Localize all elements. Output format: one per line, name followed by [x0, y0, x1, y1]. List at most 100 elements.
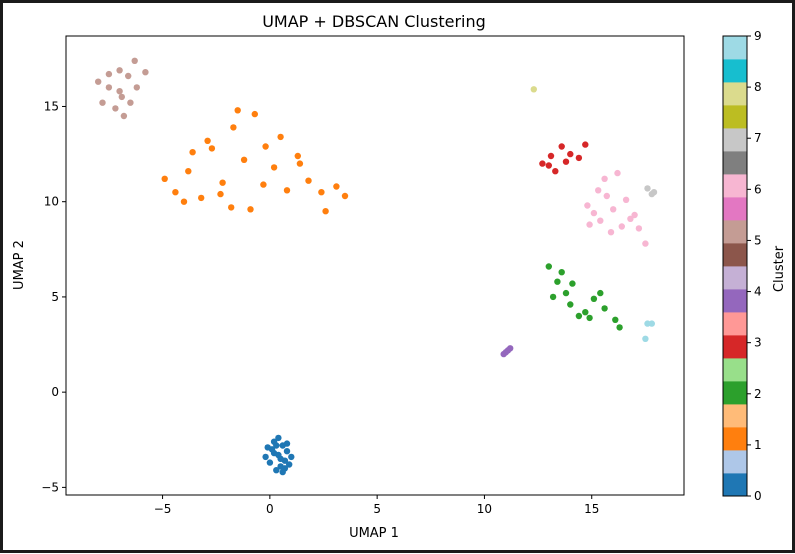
y-axis-label: UMAP 2 — [12, 240, 27, 290]
chart-title: UMAP + DBSCAN Clustering — [262, 12, 486, 31]
cluster-3-point-5 — [575, 154, 583, 162]
colorbar-segment-13 — [723, 174, 747, 198]
colorbar-segment-5 — [723, 358, 747, 382]
cluster-1-point-14 — [318, 189, 325, 196]
cluster-5-point-1 — [105, 84, 113, 91]
cluster-1-point-27 — [262, 143, 269, 150]
colorbar-segment-0 — [723, 473, 747, 497]
cluster-0-point-6 — [262, 453, 269, 461]
cluster-1-point-15 — [333, 183, 340, 190]
axes-frame — [65, 35, 685, 496]
cluster-1-point-11 — [283, 187, 291, 194]
colorbar-tick-label: 0 — [754, 489, 762, 503]
cluster-6-point-9 — [595, 187, 602, 194]
cluster-0-point-5 — [283, 448, 291, 455]
cluster-6-point-1 — [590, 209, 598, 217]
cluster-2-point-9 — [612, 316, 619, 323]
cluster-3-point-3 — [558, 143, 565, 150]
cluster-2-point-1 — [558, 269, 565, 276]
cluster-1-point-4 — [208, 145, 216, 152]
x-axis-label: UMAP 1 — [349, 526, 399, 541]
cluster-2-point-0 — [545, 263, 552, 270]
cluster-6-point-3 — [603, 192, 610, 200]
cluster-3-point-1 — [547, 152, 555, 160]
cluster-5-point-12 — [133, 84, 140, 91]
cluster-2-point-2 — [554, 278, 561, 285]
cluster-0-point-19 — [281, 465, 289, 472]
cluster-9-point-0 — [642, 335, 649, 342]
colorbar-tick-label: 7 — [754, 131, 762, 145]
cluster-7-point-0 — [644, 185, 651, 192]
colorbar-tick-label: 5 — [754, 233, 762, 247]
plot-area — [95, 57, 658, 476]
cluster-2-point-10 — [575, 312, 583, 320]
colorbar-segment-6 — [723, 335, 747, 359]
cluster-2-point-11 — [562, 289, 570, 297]
cluster-0-point-13 — [270, 449, 278, 457]
colorbar-segment-10 — [723, 243, 747, 267]
cluster-7-point-2 — [650, 189, 658, 196]
cluster-2-point-5 — [567, 301, 574, 308]
y-tick-label: 5 — [51, 290, 59, 304]
colorbar-segment-16 — [723, 105, 747, 129]
cluster-6-point-2 — [597, 217, 604, 224]
x-tick-label: 5 — [373, 502, 381, 516]
cluster-1-point-5 — [219, 179, 226, 186]
colorbar-segment-1 — [723, 450, 747, 474]
cluster-1-point-20 — [204, 137, 211, 144]
cluster-1-point-8 — [251, 110, 258, 118]
cluster-1-point-13 — [305, 177, 312, 184]
cluster-3-point-4 — [567, 150, 574, 158]
colorbar-frame — [722, 35, 748, 497]
colorbar-segment-7 — [723, 312, 747, 336]
cluster-1-point-26 — [322, 208, 329, 215]
cluster-1-point-0 — [161, 175, 168, 182]
cluster-6-point-5 — [618, 223, 625, 230]
cluster-1-point-21 — [234, 107, 241, 114]
y-tick-label: 0 — [51, 385, 59, 399]
colorbar-segment-4 — [723, 381, 747, 405]
cluster-6-point-14 — [607, 229, 615, 236]
cluster-0-point-10 — [266, 459, 274, 466]
cluster-1-point-16 — [341, 192, 349, 200]
colorbar-tick-label: 1 — [754, 438, 762, 452]
cluster-1-point-9 — [260, 181, 267, 188]
cluster-5-point-11 — [105, 70, 113, 78]
cluster-6-point-12 — [631, 211, 638, 219]
cluster-5-point-4 — [131, 57, 138, 64]
colorbar-tick-label: 6 — [754, 182, 762, 196]
cluster-1-point-23 — [217, 190, 224, 198]
colorbar-segment-9 — [723, 266, 747, 290]
cluster-1-point-1 — [172, 189, 179, 196]
cluster-0-point-12 — [288, 453, 295, 461]
colorbar-segment-11 — [723, 220, 747, 244]
cluster-0-point-15 — [283, 440, 291, 447]
cluster-5-point-9 — [116, 67, 123, 74]
cluster-5-point-0 — [95, 78, 102, 85]
colorbar-segment-18 — [723, 59, 747, 83]
cluster-1-point-2 — [185, 168, 192, 175]
colorbar: 0 1 2 3 4 5 6 7 8 9 — [722, 29, 762, 503]
x-tick-label: 15 — [584, 502, 599, 516]
cluster-2-point-8 — [601, 305, 608, 312]
cluster-1-point-25 — [180, 198, 188, 205]
cluster-4-point-3 — [507, 345, 514, 352]
colorbar-tick-label: 4 — [754, 285, 762, 299]
cluster-5-point-5 — [99, 99, 106, 106]
cluster-2-point-6 — [582, 309, 589, 316]
cluster-2-point-3 — [569, 280, 576, 287]
cluster-6-point-11 — [614, 169, 621, 177]
cluster-1-point-7 — [240, 156, 248, 163]
cluster-6-point-0 — [584, 202, 591, 209]
cluster-6-point-4 — [610, 206, 617, 213]
cluster-5-point-10 — [142, 69, 149, 76]
cluster-2-point-14 — [616, 324, 623, 331]
cluster-3-point-6 — [582, 141, 589, 148]
x-tick-label: 0 — [266, 502, 274, 516]
cluster-0-point-7 — [273, 467, 280, 474]
cluster-3-point-8 — [562, 158, 570, 165]
cluster-1-point-22 — [277, 133, 284, 141]
colorbar-segment-15 — [723, 128, 747, 152]
cluster-5-point-7 — [120, 112, 128, 120]
